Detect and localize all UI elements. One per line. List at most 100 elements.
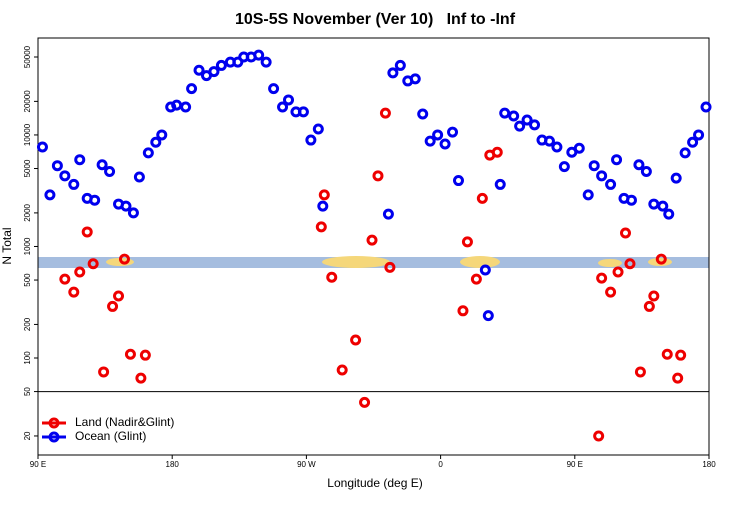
legend-marker	[48, 417, 60, 429]
point	[180, 101, 192, 113]
y-axis-label: N Total	[0, 227, 14, 264]
point	[59, 170, 71, 182]
point	[424, 135, 436, 147]
point	[89, 194, 101, 206]
point	[582, 189, 594, 201]
point	[640, 166, 652, 178]
y-tick-label: 5000	[23, 159, 32, 177]
point	[135, 372, 147, 384]
point	[68, 178, 80, 190]
point	[482, 310, 494, 322]
point	[74, 154, 86, 166]
point	[700, 101, 712, 113]
point	[384, 261, 396, 273]
point	[44, 189, 56, 201]
point	[359, 396, 371, 408]
point	[521, 114, 533, 126]
point	[655, 253, 667, 265]
point	[387, 67, 399, 79]
y-tick-label: 50	[23, 387, 32, 396]
point	[139, 349, 151, 361]
point	[350, 334, 362, 346]
legend-label: Land (Nadir&Glint)	[75, 415, 174, 429]
point	[104, 166, 116, 178]
x-tick-label: 0	[438, 460, 443, 469]
point	[394, 59, 406, 71]
point	[447, 126, 459, 138]
point	[634, 366, 646, 378]
point	[417, 108, 429, 120]
point	[277, 101, 289, 113]
point	[336, 364, 348, 376]
point	[476, 192, 488, 204]
point	[675, 349, 687, 361]
point	[558, 161, 570, 173]
y-tick-label: 1000	[23, 237, 32, 255]
point	[118, 253, 130, 265]
point	[215, 59, 227, 71]
point	[663, 208, 675, 220]
point	[59, 273, 71, 285]
point	[68, 286, 80, 298]
point	[133, 171, 145, 183]
point	[142, 147, 154, 159]
point	[633, 159, 645, 171]
point	[457, 305, 469, 317]
point	[305, 134, 317, 146]
y-tick-label: 20	[23, 431, 32, 440]
x-axis-label: Longitude (deg E)	[327, 476, 422, 490]
point	[661, 348, 673, 360]
map-strip	[38, 256, 709, 268]
y-tick-label: 20000	[23, 90, 32, 113]
point	[596, 272, 608, 284]
point	[611, 154, 623, 166]
point	[51, 160, 63, 172]
point	[186, 83, 198, 95]
point	[529, 119, 541, 131]
point	[315, 221, 327, 233]
y-tick-label: 100	[23, 351, 32, 365]
point	[625, 194, 637, 206]
point	[87, 258, 99, 270]
legend-label: Ocean (Glint)	[75, 429, 146, 443]
point	[208, 66, 220, 78]
point	[672, 372, 684, 384]
point	[253, 49, 265, 61]
point	[74, 266, 86, 278]
point	[432, 129, 444, 141]
y-tick-label: 200	[23, 317, 32, 331]
x-tick-label: 90 E	[567, 460, 583, 469]
point	[382, 208, 394, 220]
point	[679, 147, 691, 159]
point	[508, 110, 520, 122]
point	[150, 136, 162, 148]
point	[657, 200, 669, 212]
y-tick-label: 50000	[23, 45, 32, 68]
point	[612, 266, 624, 278]
point	[113, 290, 125, 302]
point	[317, 200, 329, 212]
point	[643, 300, 655, 312]
point	[596, 170, 608, 182]
legend-marker	[48, 431, 60, 443]
point	[260, 56, 272, 68]
point	[479, 264, 491, 276]
point	[499, 107, 511, 119]
x-tick-label: 90 E	[30, 460, 46, 469]
point	[670, 172, 682, 184]
y-tick-label: 500	[23, 273, 32, 287]
point	[409, 73, 421, 85]
point	[687, 136, 699, 148]
point	[605, 178, 617, 190]
chart-title: 10S-5S November (Ver 10) Inf to -Inf	[235, 11, 516, 28]
point	[124, 348, 136, 360]
point	[81, 226, 93, 238]
point	[96, 159, 108, 171]
point	[312, 123, 324, 135]
point	[573, 142, 585, 154]
y-tick-label: 10000	[23, 123, 32, 146]
point	[543, 135, 555, 147]
point	[171, 99, 183, 111]
point	[514, 120, 526, 132]
